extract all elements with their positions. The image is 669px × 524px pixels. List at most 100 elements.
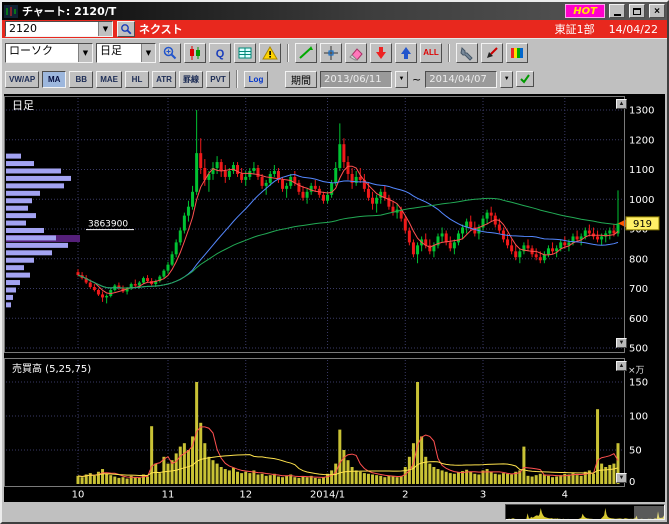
date-from-dropdown[interactable]: ▼: [395, 71, 408, 88]
app-icon: [4, 5, 18, 18]
settings-button[interactable]: [456, 43, 478, 63]
minimize-button[interactable]: [609, 4, 625, 18]
candle-style-button[interactable]: [184, 43, 206, 63]
status-strip: [2, 502, 667, 522]
date-to-field[interactable]: 2014/04/07: [425, 71, 497, 88]
indicator-ma-button[interactable]: MA: [42, 71, 66, 88]
svg-text:50: 50: [629, 446, 642, 457]
palette-button[interactable]: [506, 43, 528, 63]
indicator-pvt-button[interactable]: PVT: [206, 71, 230, 88]
svg-text:800: 800: [629, 254, 648, 265]
chart-type-select[interactable]: ローソク ▼: [5, 43, 93, 63]
maximize-button[interactable]: [629, 4, 645, 18]
svg-text:×万: ×万: [628, 366, 645, 376]
chevron-down-icon: ▼: [399, 76, 405, 82]
timeframe-value: 日足: [97, 44, 141, 62]
svg-text:1300: 1300: [629, 106, 654, 117]
indicator-keisen-button[interactable]: 罫線: [179, 71, 203, 88]
indicator-hl-button[interactable]: HL: [125, 71, 149, 88]
symbol-name-label: ネクスト: [139, 21, 183, 37]
timeframe-select[interactable]: 日足 ▼: [96, 43, 156, 63]
indicator-atr-button[interactable]: ATR: [152, 71, 176, 88]
svg-text:500: 500: [629, 344, 648, 355]
crosshair-button[interactable]: [320, 43, 342, 63]
svg-text:10: 10: [72, 490, 85, 501]
svg-text:1100: 1100: [629, 165, 654, 176]
all-label: ALL: [423, 48, 439, 57]
symbol-code-input[interactable]: 2120 ▼: [5, 21, 113, 37]
hot-button[interactable]: HOT: [565, 4, 605, 18]
toolbar-separator: [236, 70, 238, 88]
svg-text:150: 150: [629, 378, 648, 389]
toolbar-separator: [287, 44, 289, 62]
close-icon: ×: [654, 6, 660, 17]
crosshair-icon: [323, 45, 339, 61]
pen-button[interactable]: [481, 43, 503, 63]
range-navigator-chart: [506, 506, 664, 520]
timeframe-dropdown[interactable]: ▼: [141, 44, 155, 62]
quote-button[interactable]: Q: [209, 43, 231, 63]
close-button[interactable]: ×: [649, 4, 665, 18]
indicator-vwap-button[interactable]: VW/AP: [5, 71, 39, 88]
chart-canvas[interactable]: 1300120011001000900800700600500150100500…: [4, 94, 665, 502]
maximize-icon: [633, 8, 641, 15]
chevron-down-icon: ▼: [504, 76, 510, 82]
volume-scale-up-button[interactable]: ▲: [616, 361, 627, 371]
chevron-down-icon: ▼: [146, 49, 151, 57]
symbol-code-dropdown[interactable]: ▼: [98, 22, 112, 36]
volume-annotation: 3863900: [86, 220, 134, 230]
chart-window: チャート: 2120/T HOT × 2120 ▼ ネクスト 東証1部 14/0…: [0, 0, 669, 524]
chart-type-dropdown[interactable]: ▼: [78, 44, 92, 62]
search-icon: [120, 23, 132, 35]
eraser-icon: [348, 45, 364, 61]
indicator-bb-button[interactable]: BB: [69, 71, 93, 88]
window-title: チャート: 2120/T: [22, 3, 116, 19]
pen-icon: [484, 45, 500, 61]
svg-text:1000: 1000: [629, 195, 654, 206]
svg-text:11: 11: [162, 490, 175, 501]
market-label: 東証1部: [555, 21, 595, 37]
svg-text:Q: Q: [216, 48, 225, 60]
toolbar-separator: [448, 44, 450, 62]
arrow-up-button[interactable]: [395, 43, 417, 63]
arrow-down-icon: [373, 45, 389, 61]
grid-view-button[interactable]: [234, 43, 256, 63]
zoom-in-button[interactable]: [159, 43, 181, 63]
alert-button[interactable]: [259, 43, 281, 63]
svg-text:2: 2: [402, 490, 408, 501]
zoom-in-icon: [162, 45, 178, 61]
period-button[interactable]: 期間: [285, 71, 317, 88]
chevron-down-icon: ▼: [83, 49, 88, 57]
alert-icon: [262, 45, 278, 61]
titlebar: チャート: 2120/T HOT ×: [2, 2, 667, 20]
indicator-mae-button[interactable]: MAE: [96, 71, 122, 88]
arrow-down-button[interactable]: [370, 43, 392, 63]
range-navigator[interactable]: [505, 504, 665, 520]
minimize-icon: [614, 14, 621, 16]
volume-scale-down-button[interactable]: ▼: [616, 473, 627, 483]
date-from-field[interactable]: 2013/06/11: [320, 71, 392, 88]
date-label: 14/04/22: [609, 23, 658, 36]
draw-line-button[interactable]: [295, 43, 317, 63]
date-to-dropdown[interactable]: ▼: [500, 71, 513, 88]
main-toolbar: ローソク ▼ 日足 ▼ Q: [2, 38, 667, 66]
price-scale-up-button[interactable]: ▲: [616, 99, 627, 109]
show-all-button[interactable]: ALL: [420, 43, 442, 63]
symbol-lookup-button[interactable]: [117, 21, 135, 37]
wrench-icon: [459, 45, 475, 61]
draw-line-icon: [298, 45, 314, 61]
period-apply-button[interactable]: [516, 71, 534, 87]
svg-text:919: 919: [633, 219, 652, 230]
svg-text:3863900: 3863900: [88, 220, 128, 230]
log-scale-button[interactable]: Log: [244, 71, 268, 88]
symbol-code-value: 2120: [6, 22, 98, 36]
eraser-button[interactable]: [345, 43, 367, 63]
arrow-up-icon: [398, 45, 414, 61]
price-panel-title: 日足: [12, 99, 34, 112]
svg-text:3: 3: [480, 490, 486, 501]
symbol-bar: 2120 ▼ ネクスト 東証1部 14/04/22: [2, 20, 667, 38]
price-volume-chart: 1300120011001000900800700600500150100500…: [4, 94, 665, 502]
price-scale-down-button[interactable]: ▼: [616, 338, 627, 348]
svg-text:700: 700: [629, 284, 648, 295]
chart-type-value: ローソク: [6, 44, 78, 62]
